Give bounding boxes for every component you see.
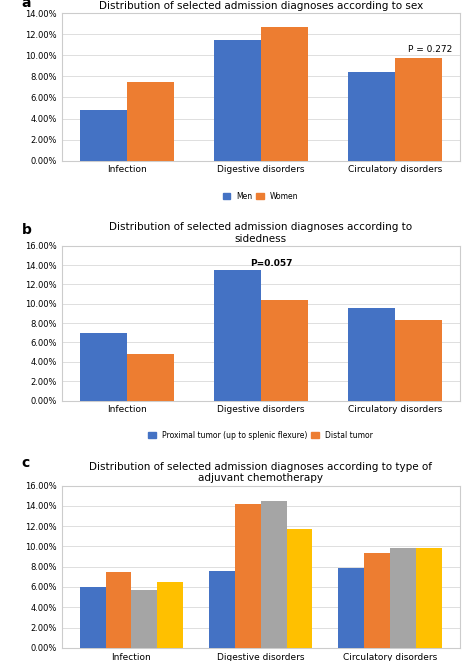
Title: Distribution of selected admission diagnoses according to type of
adjuvant chemo: Distribution of selected admission diagn… bbox=[89, 462, 432, 483]
Bar bbox=[157, 582, 183, 648]
Bar bbox=[395, 58, 442, 161]
Bar bbox=[348, 307, 395, 401]
Bar bbox=[80, 332, 127, 401]
Bar bbox=[338, 568, 364, 648]
Legend: Men, Women: Men, Women bbox=[219, 189, 302, 204]
Text: P=0.057: P=0.057 bbox=[250, 259, 292, 268]
Text: c: c bbox=[22, 457, 30, 471]
Bar bbox=[261, 501, 287, 648]
Text: a: a bbox=[22, 0, 31, 9]
Bar bbox=[261, 300, 308, 401]
Bar bbox=[209, 570, 235, 648]
Legend: Proximal tumor (up to splenic flexure), Distal tumor: Proximal tumor (up to splenic flexure), … bbox=[146, 428, 376, 443]
Bar bbox=[127, 82, 173, 161]
Bar bbox=[127, 354, 173, 401]
Bar bbox=[364, 553, 390, 648]
Bar bbox=[348, 72, 395, 161]
Bar bbox=[131, 590, 157, 648]
Text: P = 0.272: P = 0.272 bbox=[408, 46, 452, 54]
Bar bbox=[80, 587, 106, 648]
Bar bbox=[395, 320, 442, 401]
Title: Distribution of selected admission diagnoses according to sex: Distribution of selected admission diagn… bbox=[99, 1, 423, 11]
Title: Distribution of selected admission diagnoses according to
sidedness: Distribution of selected admission diagn… bbox=[109, 222, 412, 243]
Bar bbox=[106, 572, 131, 648]
Bar bbox=[287, 529, 312, 648]
Bar bbox=[416, 549, 442, 648]
Bar bbox=[214, 40, 261, 161]
Bar bbox=[390, 549, 416, 648]
Bar bbox=[235, 504, 261, 648]
Text: b: b bbox=[22, 223, 32, 237]
Bar bbox=[80, 110, 127, 161]
Bar bbox=[261, 27, 308, 161]
Bar bbox=[214, 270, 261, 401]
